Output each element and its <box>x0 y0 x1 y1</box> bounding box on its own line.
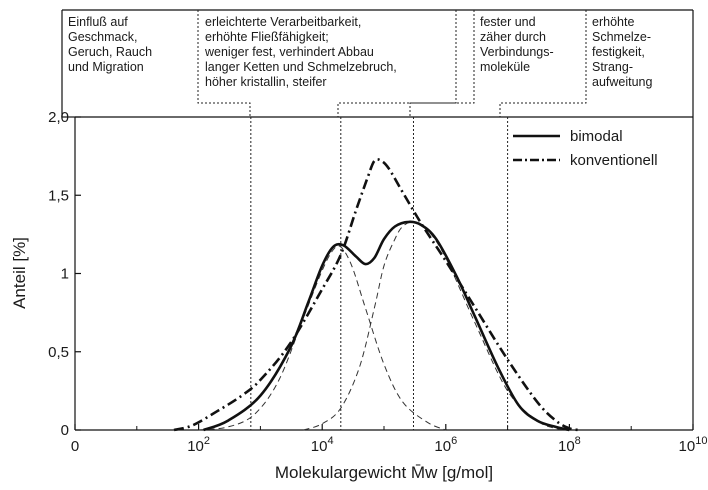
x-tick-label: 106 <box>434 435 457 455</box>
annotation-text: fester und zäher durch Verbindungs-molekül… <box>480 15 554 74</box>
annotation-text: Einfluß auf Geschmack, Geruch, Rauch und Mi… <box>68 15 152 74</box>
y-tick-label: 1,5 <box>48 187 69 204</box>
legend-konventionell-label: konventionell <box>570 152 658 169</box>
legend: bimodal konventionell <box>513 128 658 169</box>
series-line-bimodal <box>203 220 570 432</box>
annotation-text: erleichterte Verarbeitbarkeit, erhöhte Fl… <box>204 15 397 89</box>
y-tick-label: 0 <box>61 422 69 439</box>
y-ticks: 0 0,5 1 1,5 2,0 <box>48 109 81 439</box>
annotation-text: erhöhte Schmelze-festigkeit, Strang-aufwei… <box>592 15 653 89</box>
component-curve-2 <box>198 245 446 431</box>
callout-processing <box>197 10 251 117</box>
callout-strength-right <box>499 10 587 117</box>
callout-strength <box>409 10 475 117</box>
x-tick-label: 1010 <box>679 435 708 455</box>
x-axis-label: Molekulargewicht M̄w [g/mol] <box>275 463 493 482</box>
x-tick-label: 108 <box>558 435 581 455</box>
series-line-konventionell <box>173 158 581 432</box>
y-tick-label: 0,5 <box>48 344 69 361</box>
y-tick-label: 2,0 <box>48 109 69 126</box>
x-ticks: 0 102 104 106 108 1010 <box>71 424 708 455</box>
region-separators <box>250 117 509 430</box>
callout-processing-right <box>337 10 457 117</box>
series-group <box>173 158 581 432</box>
legend-bimodal-label: bimodal <box>570 128 623 145</box>
annotation-texts: Einfluß auf Geschmack, Geruch, Rauch und Mi… <box>68 15 653 89</box>
y-axis-label: Anteil [%] <box>10 237 29 309</box>
component-curve-3 <box>303 221 570 431</box>
x-tick-label: 0 <box>71 438 79 455</box>
x-tick-label: 102 <box>187 435 210 455</box>
annotation-callouts <box>197 10 587 117</box>
y-tick-label: 1 <box>61 266 69 283</box>
x-tick-label: 104 <box>311 435 334 455</box>
